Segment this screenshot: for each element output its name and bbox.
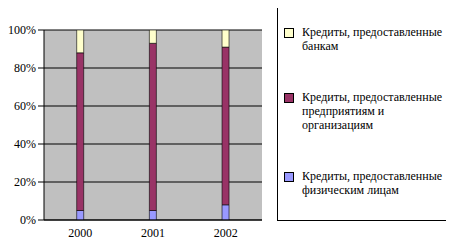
svg-text:2002: 2002 <box>214 226 238 240</box>
svg-text:60%: 60% <box>14 99 36 113</box>
svg-text:80%: 80% <box>14 61 36 75</box>
html-text:Кредиты, предоставленные предп: Кредиты, предоставленные предприятиям и … <box>302 90 443 132</box>
svg-text:40%: 40% <box>14 137 36 151</box>
svg-text:100%: 100% <box>8 23 36 37</box>
html-text:Кредиты, предоставленные банка: Кредиты, предоставленные банкам <box>302 24 443 53</box>
svg-text:2001: 2001 <box>141 226 165 240</box>
html-text:Кредиты, предоставленные физич: Кредиты, предоставленные физическим лица… <box>302 169 443 198</box>
svg-text:0%: 0% <box>20 213 36 227</box>
svg-text:20%: 20% <box>14 175 36 189</box>
svg-text:2000: 2000 <box>68 226 92 240</box>
